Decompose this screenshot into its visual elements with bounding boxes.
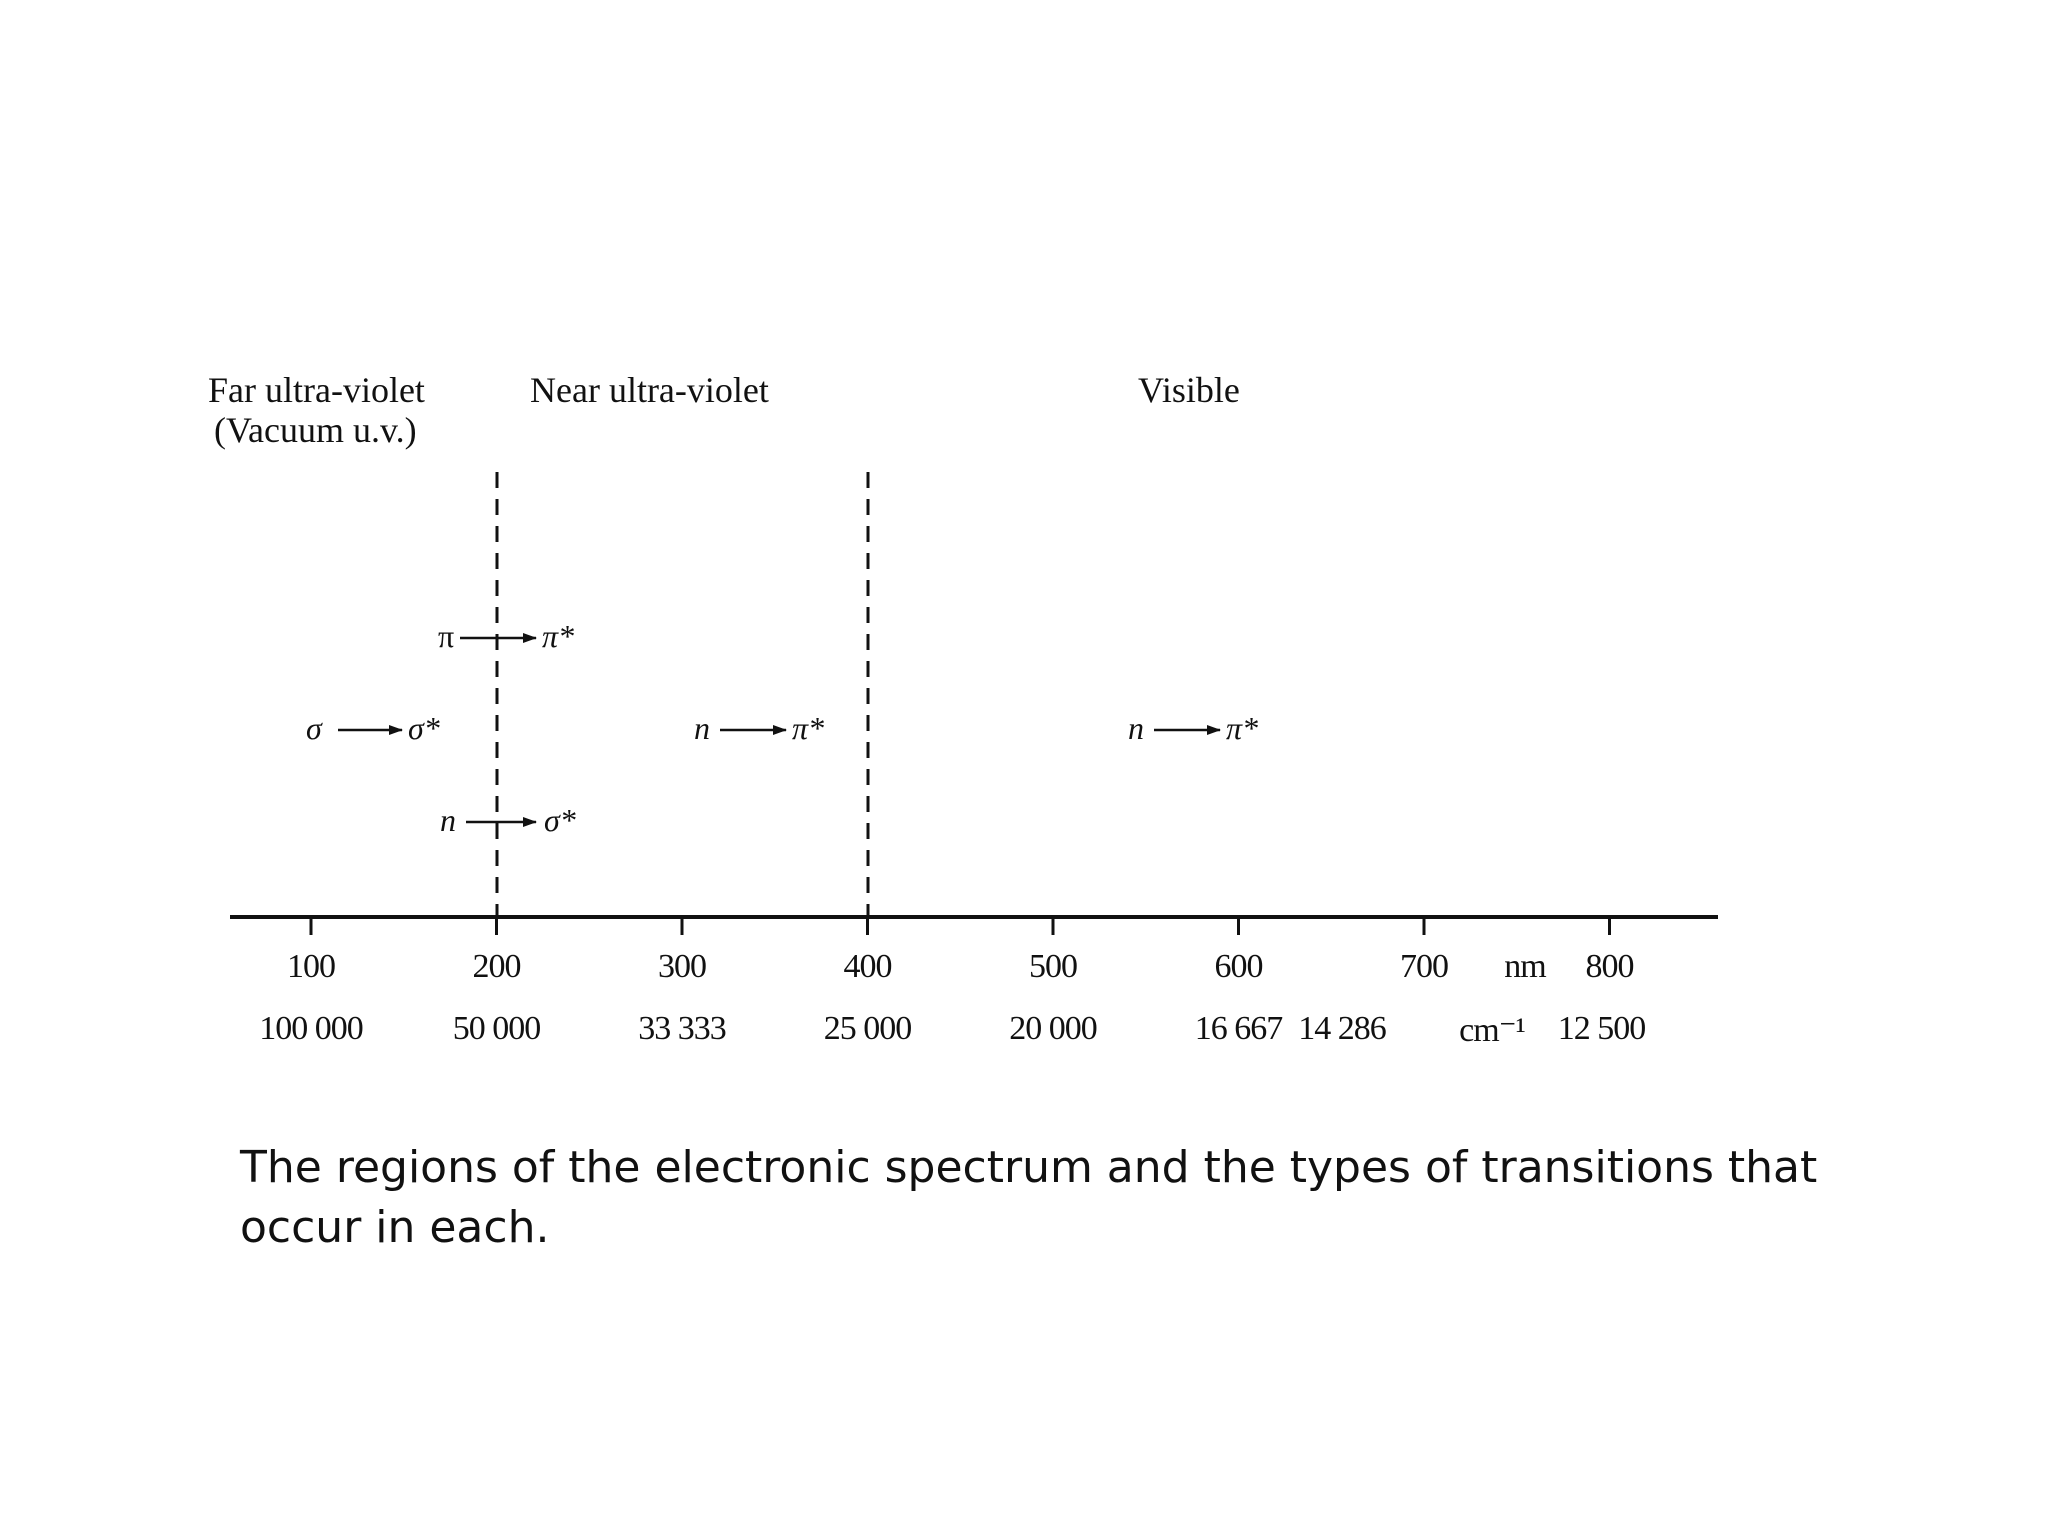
nm-tick-label: 700 bbox=[1400, 948, 1449, 985]
wavenumber-tick-label: 20 000 bbox=[1009, 1010, 1097, 1047]
nm-tick-label: 800 bbox=[1585, 948, 1635, 985]
far-uv-label: Far ultra-violet (Vacuum u.v.) bbox=[208, 370, 425, 450]
wavenumber-tick-label: 25 000 bbox=[823, 1010, 912, 1047]
near-uv-label: Near ultra-violet bbox=[530, 370, 769, 410]
n-sigma-star-from: n bbox=[440, 802, 456, 838]
visible-label: Visible bbox=[1138, 370, 1240, 410]
sigma-sigma-star-from: σ bbox=[306, 710, 322, 746]
n-pi-star-near-uv-from: n bbox=[694, 710, 710, 746]
sigma-sigma-star-to: σ* bbox=[408, 710, 440, 746]
nm-tick-label: 500 bbox=[1029, 948, 1078, 985]
nm-tick-label: 200 bbox=[472, 948, 522, 985]
nm-unit-label: nm bbox=[1504, 948, 1546, 985]
far-uv-label-line1: Far ultra-violet bbox=[208, 370, 425, 410]
nm-tick-label: 400 bbox=[843, 948, 893, 985]
n-sigma-star-to: σ* bbox=[544, 802, 576, 838]
wavenumber-tick-label: 33 333 bbox=[638, 1010, 726, 1047]
nm-tick-label: 100 bbox=[287, 948, 336, 985]
nm-tick-label: 300 bbox=[658, 948, 707, 985]
wavenumber-tick-label: 14 286 bbox=[1298, 1010, 1386, 1047]
n-pi-star-near-uv-to: π* bbox=[792, 710, 825, 746]
wavenumber-tick-label: 50 000 bbox=[452, 1010, 541, 1047]
figure-caption: The regions of the electronic spectrum a… bbox=[240, 1142, 1818, 1253]
n-pi-star-visible-from: n bbox=[1128, 710, 1144, 746]
nm-tick-label: 600 bbox=[1214, 948, 1264, 985]
wavenumber-tick-label: 16 667 bbox=[1194, 1010, 1283, 1047]
wavenumber-unit-label: cm⁻¹ bbox=[1459, 1012, 1526, 1049]
wavenumber-tick-label: 12 500 bbox=[1557, 1010, 1646, 1047]
far-uv-label-line2: (Vacuum u.v.) bbox=[214, 410, 417, 450]
wavenumber-tick-label: 100 000 bbox=[259, 1010, 363, 1047]
pi-pi-star-from: π bbox=[438, 618, 455, 654]
pi-pi-star-to: π* bbox=[542, 618, 575, 654]
n-pi-star-visible-to: π* bbox=[1226, 710, 1259, 746]
